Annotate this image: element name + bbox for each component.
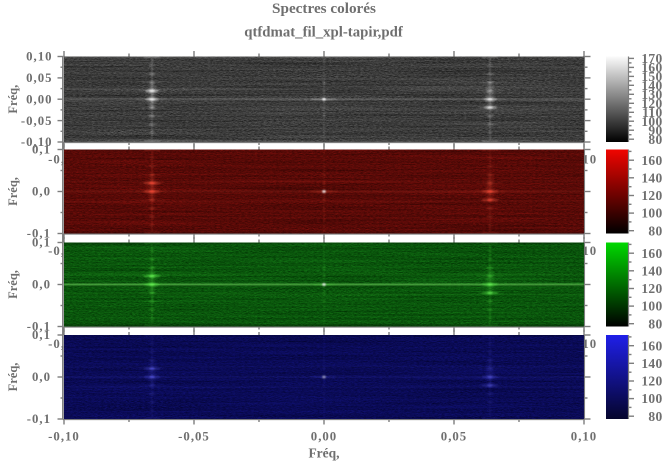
svg-text:140: 140 <box>641 170 662 185</box>
svg-text:0,1: 0,1 <box>32 143 51 157</box>
svg-text:130: 130 <box>641 87 662 102</box>
svg-text:160: 160 <box>641 246 662 261</box>
svg-text:0,00: 0,00 <box>311 430 337 444</box>
svg-text:100: 100 <box>641 391 662 406</box>
svg-text:80: 80 <box>648 132 662 147</box>
svg-text:160: 160 <box>641 338 662 353</box>
svg-text:160: 160 <box>641 60 662 75</box>
svg-text:120: 120 <box>641 96 662 111</box>
svg-text:-0,10: -0,10 <box>21 135 53 149</box>
svg-text:-0,10: -0,10 <box>48 337 80 351</box>
svg-text:0,0: 0,0 <box>32 278 51 292</box>
svg-text:110: 110 <box>642 105 662 120</box>
svg-text:140: 140 <box>641 356 662 371</box>
svg-text:80: 80 <box>648 409 662 424</box>
svg-text:-0,10: -0,10 <box>48 244 80 258</box>
svg-text:0,1: 0,1 <box>32 328 51 342</box>
svg-text:0,0: 0,0 <box>32 370 51 384</box>
svg-text:Fréq,: Fréq, <box>6 270 20 299</box>
svg-text:-0,1: -0,1 <box>27 412 51 426</box>
svg-text:170: 170 <box>641 51 662 66</box>
svg-text:-0,1: -0,1 <box>27 227 51 241</box>
svg-text:150: 150 <box>641 69 662 84</box>
svg-text:Fréq,: Fréq, <box>6 85 20 114</box>
svg-text:120: 120 <box>641 188 662 203</box>
svg-text:140: 140 <box>641 78 662 93</box>
svg-text:-0,10: -0,10 <box>48 153 80 167</box>
svg-text:Fréq,: Fréq, <box>308 446 339 461</box>
svg-text:80: 80 <box>648 223 662 238</box>
svg-text:0,1: 0,1 <box>32 236 51 250</box>
svg-text:Fréq,: Fréq, <box>6 177 20 206</box>
svg-text:100: 100 <box>641 206 662 221</box>
svg-text:140: 140 <box>641 263 662 278</box>
svg-text:0,00: 0,00 <box>26 93 52 107</box>
svg-text:0,10: 0,10 <box>571 153 597 167</box>
svg-text:120: 120 <box>641 374 662 389</box>
svg-text:-0,10: -0,10 <box>48 430 80 444</box>
svg-text:90: 90 <box>648 123 662 138</box>
svg-text:0,05: 0,05 <box>441 430 467 444</box>
svg-text:160: 160 <box>641 153 662 168</box>
svg-text:-0,1: -0,1 <box>27 320 51 334</box>
svg-text:100: 100 <box>641 114 662 129</box>
svg-text:0,10: 0,10 <box>26 50 52 64</box>
svg-text:Fréq,: Fréq, <box>6 363 20 392</box>
svg-text:qtfdmat_fil_xpl-tapir,pdf: qtfdmat_fil_xpl-tapir,pdf <box>244 25 404 41</box>
svg-text:0,10: 0,10 <box>571 430 597 444</box>
svg-text:120: 120 <box>641 281 662 296</box>
svg-text:0,0: 0,0 <box>32 185 51 199</box>
svg-text:0,10: 0,10 <box>571 244 597 258</box>
svg-text:-0,05: -0,05 <box>21 114 53 128</box>
svg-text:-0,05: -0,05 <box>178 430 210 444</box>
svg-text:0,05: 0,05 <box>26 71 52 85</box>
svg-text:Spectres colorés: Spectres colorés <box>272 0 376 17</box>
svg-text:100: 100 <box>641 299 662 314</box>
svg-text:0,10: 0,10 <box>571 337 597 351</box>
svg-text:80: 80 <box>648 316 662 331</box>
